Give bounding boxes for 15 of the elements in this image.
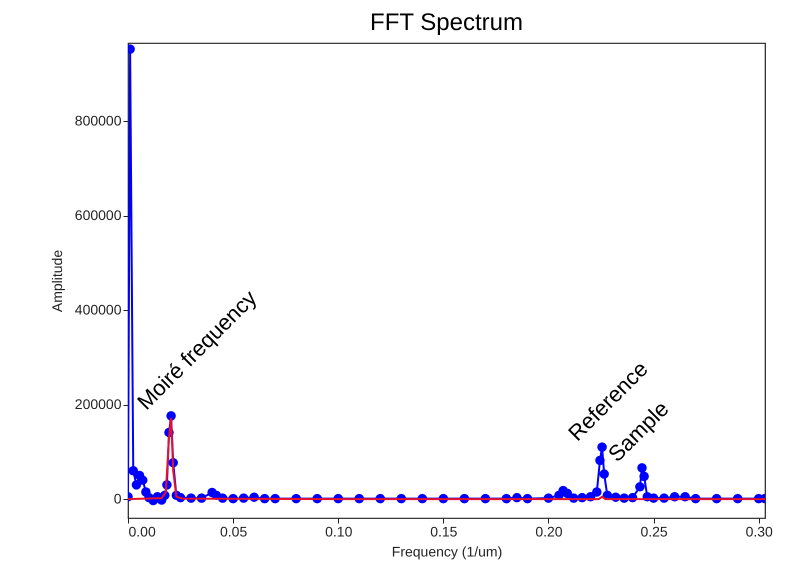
y-tick-label: 200000	[74, 396, 122, 412]
x-tick-label: 0.15	[430, 524, 458, 540]
x-tick-label: 0.30	[746, 524, 774, 540]
x-tick-label: 0.20	[535, 524, 563, 540]
x-tick-label: 0.25	[640, 524, 668, 540]
y-tick-label: 400000	[74, 302, 122, 318]
chart-title: FFT Spectrum	[370, 9, 523, 36]
x-tick-label: 0.05	[220, 524, 248, 540]
y-tick-label: 800000	[74, 112, 122, 128]
y-tick-label: 600000	[74, 207, 122, 224]
y-axis-title: Amplitude	[48, 250, 65, 312]
x-tick-label: 0.10	[325, 524, 353, 540]
x-axis-title: Frequency (1/um)	[392, 544, 502, 560]
x-tick-label: 0.00	[128, 524, 156, 540]
y-tick-label: 0	[114, 490, 122, 507]
